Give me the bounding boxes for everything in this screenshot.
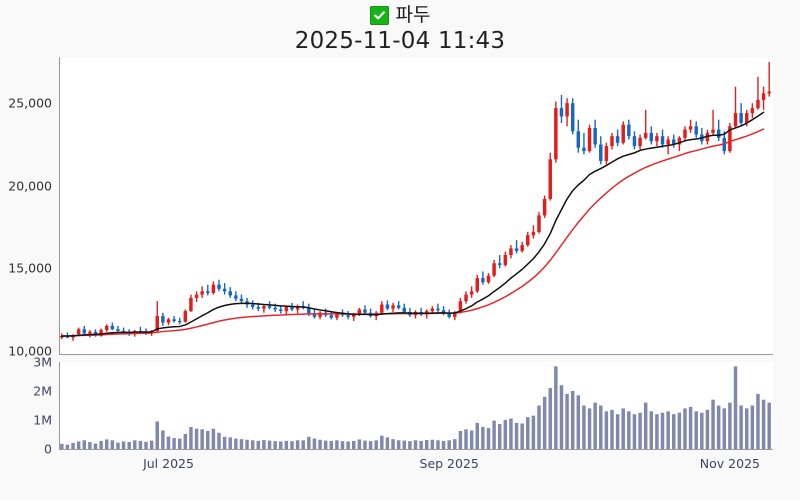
date-axis-tick: Sep 2025 bbox=[419, 456, 479, 471]
date-axis-tick: Nov 2025 bbox=[699, 456, 760, 471]
volume-axis-tick: 1M bbox=[33, 412, 52, 428]
green-check-icon bbox=[369, 5, 389, 25]
price-axis-tick: 10,000 bbox=[8, 343, 52, 359]
price-axis-tick: 25,000 bbox=[8, 95, 52, 111]
price-axis-tick: 20,000 bbox=[8, 178, 52, 194]
page-title: 파두 bbox=[395, 3, 431, 26]
volume-axis-tick: 0 bbox=[44, 441, 52, 457]
volume-axis-tick: 3M bbox=[33, 354, 52, 370]
chart-title-row: 파두 bbox=[0, 2, 800, 28]
price-axis-tick: 15,000 bbox=[8, 260, 52, 276]
volume-panel bbox=[59, 362, 773, 450]
price-panel bbox=[59, 57, 773, 355]
volume-axis-tick: 2M bbox=[33, 383, 52, 399]
date-axis-tick: Jul 2025 bbox=[143, 456, 194, 471]
chart-datetime: 2025-11-04 11:43 bbox=[294, 28, 506, 54]
